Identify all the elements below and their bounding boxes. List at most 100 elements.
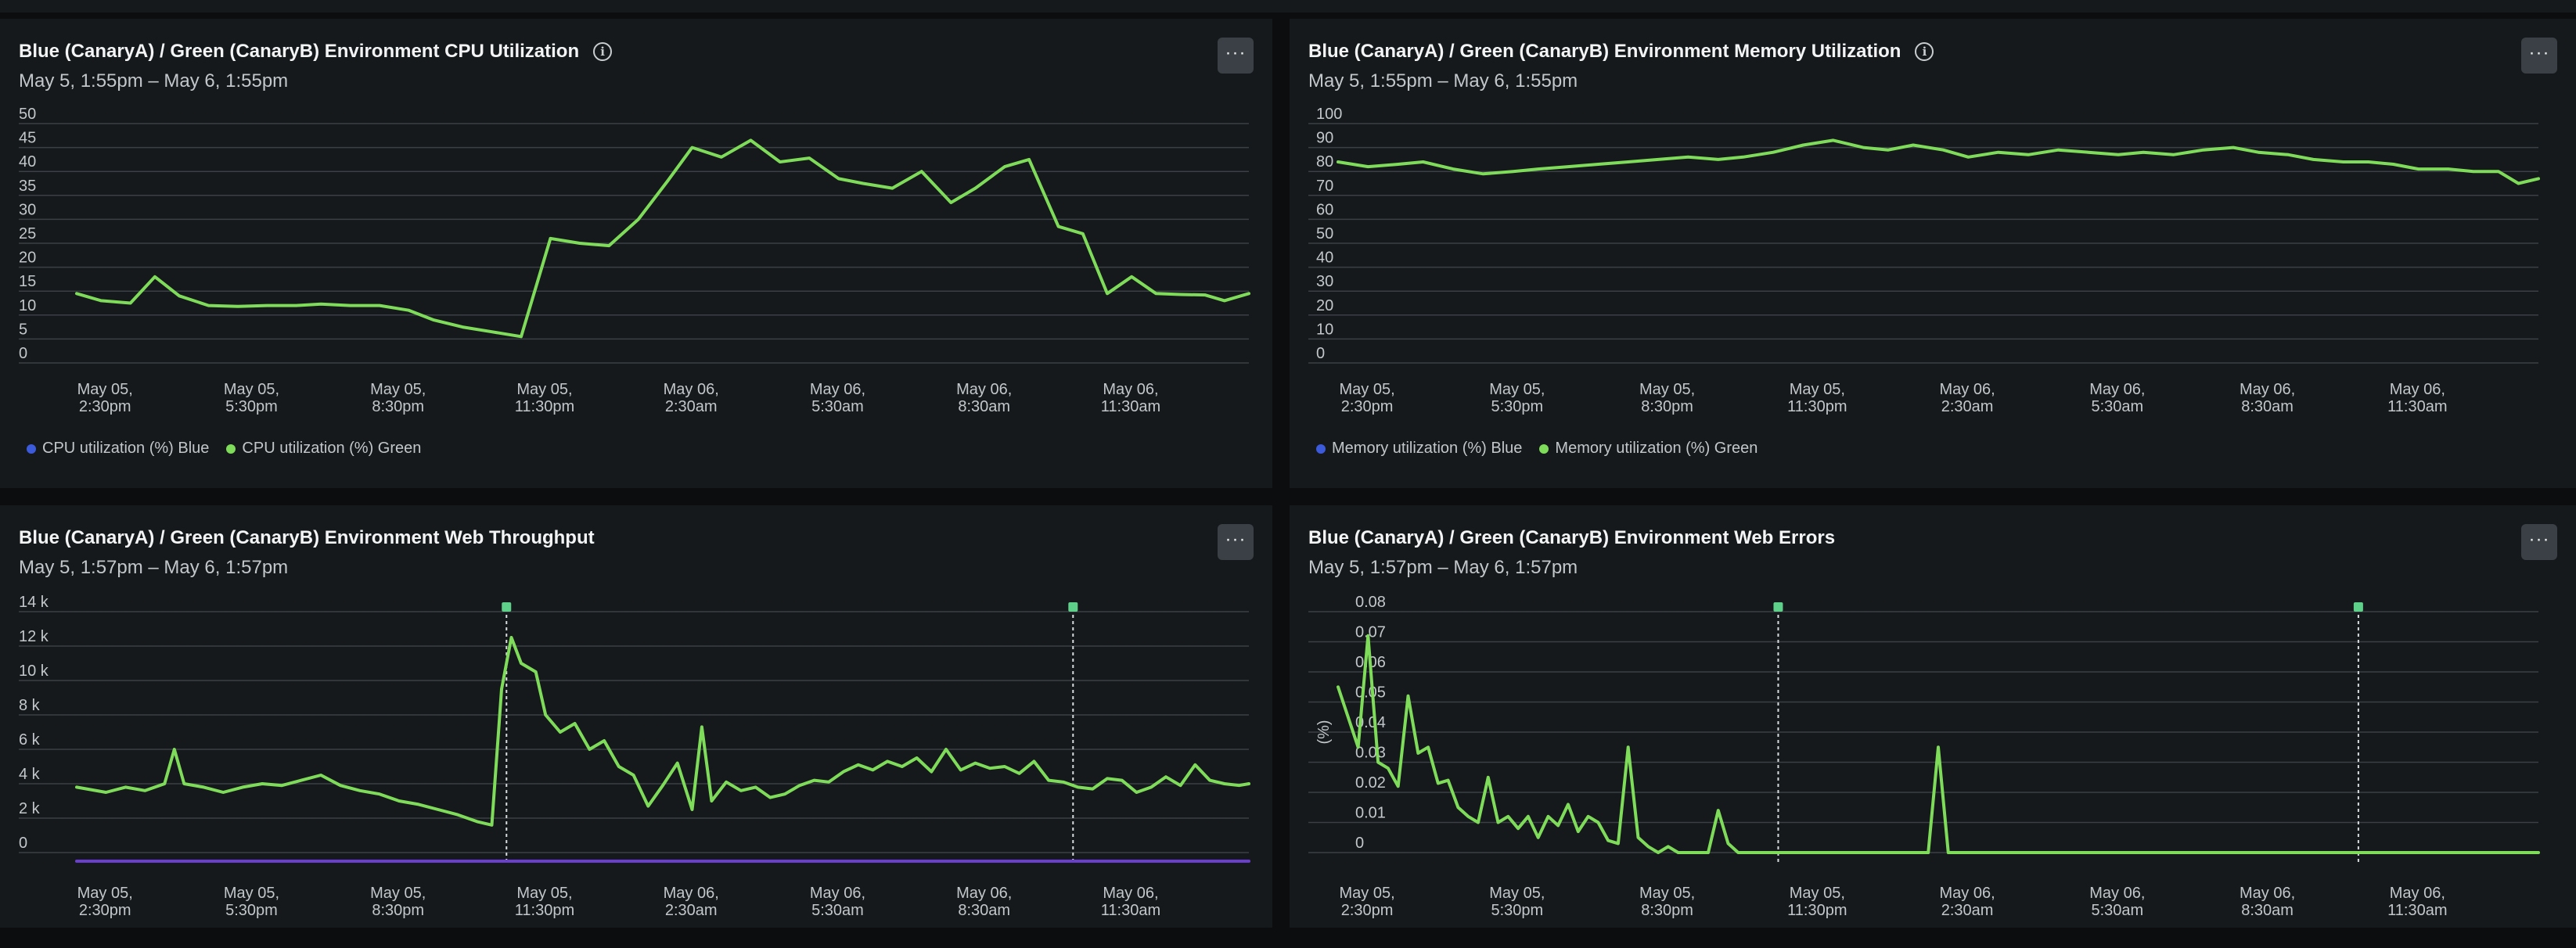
x-tick-label: May 05, [224, 381, 279, 398]
x-tick-label: May 06, [2089, 381, 2145, 398]
x-tick-label: May 06, [810, 381, 865, 398]
legend-label: Memory utilization (%) Green [1555, 440, 1758, 457]
x-tick-label: 8:30pm [372, 902, 424, 919]
x-tick-label: 11:30pm [515, 398, 574, 415]
x-tick-label: 11:30am [2387, 902, 2447, 919]
y-tick-label: 45 [19, 130, 36, 147]
x-tick-label: May 06, [1939, 885, 1995, 902]
x-tick-label: May 05, [516, 381, 572, 398]
x-tick-label: 2:30am [1941, 902, 1994, 919]
panel-title: Blue (CanaryA) / Green (CanaryB) Environ… [1308, 41, 1934, 63]
x-tick-label: 8:30am [958, 398, 1010, 415]
series-line [75, 138, 1250, 339]
x-tick-label: 8:30pm [1641, 902, 1693, 919]
x-tick-label: May 06, [810, 885, 865, 902]
y-tick-label: 50 [19, 106, 36, 123]
legend-label: Memory utilization (%) Blue [1332, 440, 1523, 457]
y-tick-label: 4 k [19, 766, 41, 783]
y-tick-label: 0.08 [1355, 594, 1386, 611]
x-tick-label: 11:30pm [1787, 398, 1847, 415]
x-tick-label: May 05, [370, 381, 426, 398]
y-tick-label: 80 [1316, 153, 1333, 171]
y-tick-label: 70 [1316, 178, 1333, 195]
y-tick-label: 20 [19, 250, 36, 267]
x-tick-label: May 06, [664, 381, 719, 398]
legend-item-blue[interactable]: Memory utilization (%) Blue [1316, 440, 1522, 458]
x-tick-label: 5:30pm [1491, 902, 1543, 919]
legend-item-blue[interactable]: CPU utilization (%) Blue [27, 440, 209, 458]
panel-title-text: Blue (CanaryA) / Green (CanaryB) Environ… [19, 41, 580, 62]
y-tick-label: 12 k [19, 628, 49, 645]
panel-menu-button[interactable]: ··· [1218, 38, 1254, 74]
y-tick-label: 0.02 [1355, 774, 1386, 792]
panel-menu-button[interactable]: ··· [2521, 524, 2557, 560]
y-tick-label: 2 k [19, 800, 41, 817]
y-tick-label: 30 [19, 201, 36, 218]
x-tick-label: May 05, [1639, 885, 1695, 902]
legend-item-green[interactable]: Memory utilization (%) Green [1539, 440, 1758, 458]
y-tick-label: 15 [19, 273, 36, 290]
x-tick-label: May 06, [956, 885, 1012, 902]
panel-title-text: Blue (CanaryA) / Green (CanaryB) Environ… [1308, 41, 1901, 62]
legend-dot-blue [27, 443, 36, 454]
deployment-marker [502, 602, 512, 612]
x-tick-label: May 05, [1339, 885, 1394, 902]
legend-dot-blue [1316, 443, 1326, 454]
web-errors-panel: Blue (CanaryA) / Green (CanaryB) Environ… [1290, 505, 2576, 928]
legend-dot-green [1539, 443, 1549, 454]
y-tick-label: 90 [1316, 130, 1333, 147]
x-tick-label: 2:30pm [1341, 902, 1394, 919]
x-tick-label: 2:30pm [79, 902, 131, 919]
panel-time-range: May 5, 1:55pm – May 6, 1:55pm [19, 70, 289, 92]
x-tick-label: 5:30am [811, 902, 864, 919]
y-tick-label: 20 [1316, 297, 1333, 314]
x-tick-label: 11:30pm [1787, 902, 1847, 919]
web-throughput-panel: Blue (CanaryA) / Green (CanaryB) Environ… [0, 505, 1272, 928]
y-tick-label: 14 k [19, 594, 49, 611]
x-tick-label: May 05, [77, 381, 133, 398]
panel-menu-button[interactable]: ··· [1218, 524, 1254, 560]
x-tick-label: May 05, [370, 885, 426, 902]
y-tick-label: 10 [19, 297, 36, 314]
y-tick-label: 5 [19, 321, 27, 338]
panel-title: Blue (CanaryA) / Green (CanaryB) Environ… [1308, 527, 1835, 549]
y-tick-label: 0.07 [1355, 624, 1386, 641]
y-tick-label: 40 [19, 153, 36, 171]
x-tick-label: May 05, [516, 885, 572, 902]
y-tick-label: 30 [1316, 273, 1333, 290]
x-tick-label: 5:30pm [225, 398, 278, 415]
panel-time-range: May 5, 1:55pm – May 6, 1:55pm [1308, 70, 1578, 92]
x-tick-label: May 05, [1489, 381, 1545, 398]
x-tick-label: 11:30am [1101, 902, 1160, 919]
x-tick-label: May 06, [1939, 381, 1995, 398]
legend-item-green[interactable]: CPU utilization (%) Green [226, 440, 421, 458]
x-tick-label: May 05, [1790, 885, 1845, 902]
cpu-utilization-panel: Blue (CanaryA) / Green (CanaryB) Environ… [0, 19, 1272, 488]
x-tick-label: 2:30am [665, 902, 718, 919]
info-icon[interactable]: i [593, 42, 613, 61]
x-tick-label: 11:30am [2387, 398, 2447, 415]
panel-title-text: Blue (CanaryA) / Green (CanaryB) Environ… [1308, 527, 1836, 548]
x-tick-label: May 05, [224, 885, 279, 902]
x-tick-label: May 06, [2089, 885, 2145, 902]
y-tick-label: 0.03 [1355, 745, 1386, 762]
x-tick-label: 8:30am [2241, 398, 2294, 415]
legend-label: CPU utilization (%) Green [242, 440, 422, 457]
x-tick-label: 8:30am [958, 902, 1010, 919]
deployment-marker [1068, 602, 1078, 612]
panel-menu-button[interactable]: ··· [2521, 38, 2557, 74]
x-tick-label: May 05, [1489, 885, 1545, 902]
info-icon[interactable]: i [1915, 42, 1934, 61]
x-tick-label: May 06, [1103, 885, 1158, 902]
legend-label: CPU utilization (%) Blue [42, 440, 210, 457]
panel-title: Blue (CanaryA) / Green (CanaryB) Environ… [19, 527, 595, 549]
x-tick-label: 2:30am [1941, 398, 1994, 415]
y-tick-label: 0 [1316, 345, 1325, 362]
x-tick-label: May 06, [2240, 381, 2295, 398]
panel-title: Blue (CanaryA) / Green (CanaryB) Environ… [19, 41, 613, 63]
x-tick-label: 5:30am [811, 398, 864, 415]
